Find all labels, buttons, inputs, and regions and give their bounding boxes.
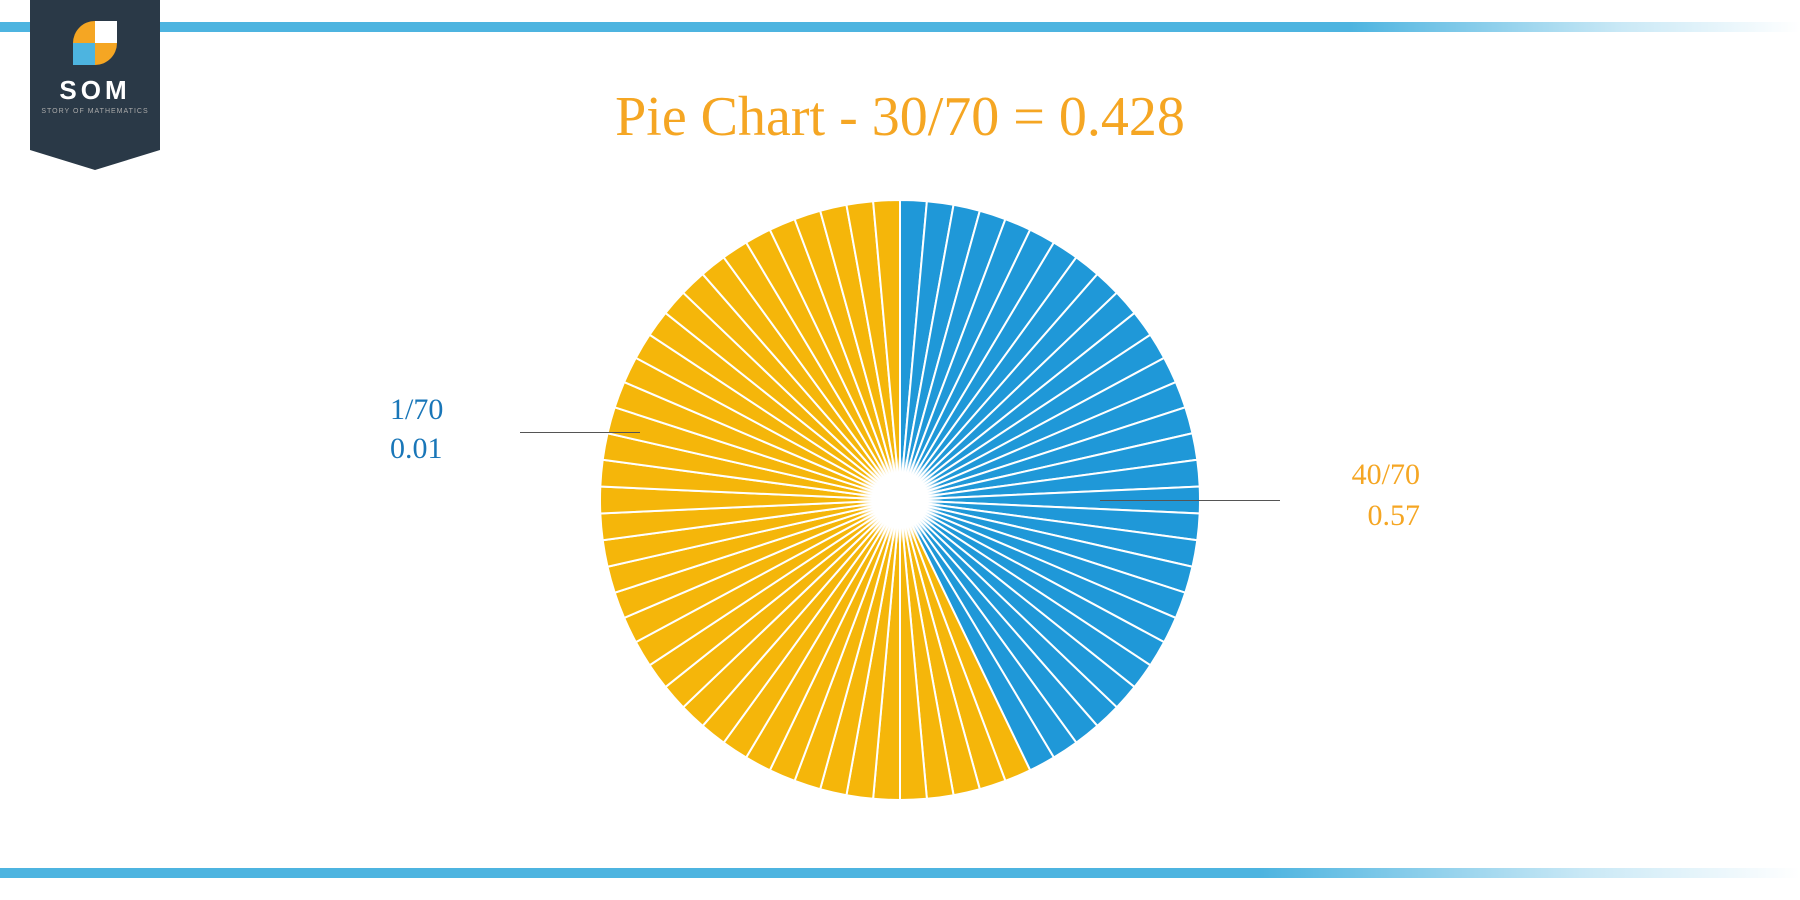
top-accent-bar: [0, 22, 1800, 32]
chart-title: Pie Chart - 30/70 = 0.428: [0, 85, 1800, 149]
callout-line-right: [1100, 500, 1280, 501]
bottom-accent-bar: [0, 868, 1800, 878]
callout-right-decimal: 0.57: [1368, 499, 1421, 532]
callout-right-fraction: 40/70: [1352, 458, 1420, 491]
callout-left-fraction: 1/70: [390, 393, 443, 426]
pie-center-hole: [857, 457, 943, 543]
callout-left: 1/70 0.01: [390, 390, 540, 468]
brand-logo-icon: [73, 21, 117, 65]
callout-right: 40/70 0.57: [1260, 455, 1420, 536]
callout-left-decimal: 0.01: [390, 432, 443, 465]
